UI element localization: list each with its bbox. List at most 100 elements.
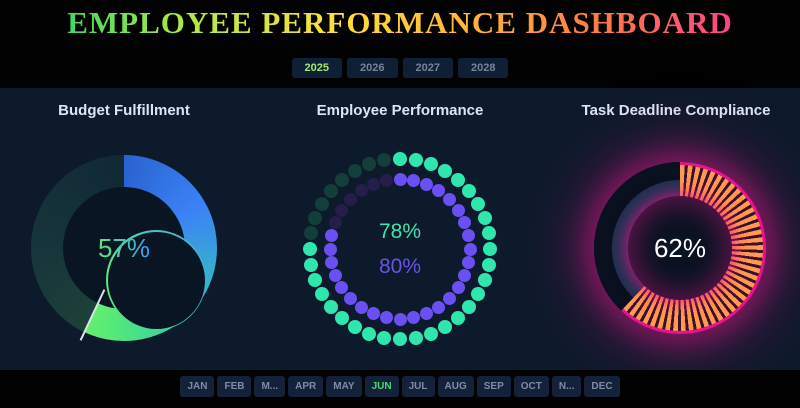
outer-ring-dot [308, 211, 323, 226]
month-tab-oct[interactable]: OCT [513, 376, 549, 397]
month-tab-may[interactable]: MAY [326, 376, 362, 397]
outer-ring-dot [461, 299, 476, 314]
month-tab-jul[interactable]: JUL [401, 376, 435, 397]
performance-dots-chart: 78% 80% [300, 149, 500, 349]
month-tab-n[interactable]: N... [551, 376, 582, 397]
month-tab-jan[interactable]: JAN [180, 376, 215, 397]
inner-ring-dot [393, 172, 407, 186]
month-tab-apr[interactable]: APR [288, 376, 324, 397]
month-tab-sep[interactable]: SEP [476, 376, 511, 397]
outer-ring-dot [481, 226, 496, 241]
inner-ring-dot [432, 300, 446, 314]
month-tab-aug[interactable]: AUG [437, 376, 474, 397]
month-tab-feb[interactable]: FEB [217, 376, 252, 397]
inner-ring-dot [432, 184, 446, 198]
inner-ring-dot [379, 311, 393, 325]
compliance-donut-hole: 62% [628, 196, 732, 300]
inner-ring-dot [328, 269, 342, 283]
charts-panel: Budget Fulfillment Employee Performance … [0, 88, 800, 370]
outer-ring-dot [377, 330, 392, 345]
inner-ring-dot [354, 184, 368, 198]
inner-ring-dot [458, 215, 472, 229]
compliance-chart-title: Task Deadline Compliance [581, 102, 771, 119]
outer-ring-dot [362, 326, 377, 341]
outer-ring-dot [393, 152, 407, 166]
outer-ring-dot [470, 197, 485, 211]
year-tab-2028[interactable]: 2028 [457, 58, 509, 78]
outer-ring-dot [408, 153, 423, 168]
budget-donut-inner-outline [106, 230, 206, 330]
budget-donut-hole: 57% [63, 187, 206, 330]
performance-inner-value-label: 80% [378, 254, 422, 278]
budget-chart-title: Budget Fulfillment [58, 102, 190, 119]
inner-ring-dot [324, 256, 338, 270]
outer-ring-dot [304, 257, 319, 272]
inner-ring-dot [344, 292, 357, 305]
inner-ring-dot [344, 193, 357, 206]
outer-ring-dot [438, 164, 452, 179]
outer-ring-dot [335, 173, 350, 188]
performance-chart-title: Employee Performance [316, 102, 484, 119]
inner-ring-dot [458, 269, 472, 283]
inner-ring-dot [443, 193, 456, 206]
inner-ring-dot [407, 173, 421, 187]
outer-ring-dot [362, 157, 377, 172]
outer-ring-dot [483, 242, 497, 256]
compliance-donut-chart: 62% [594, 162, 766, 334]
outer-ring-dot [315, 287, 330, 301]
outer-ring-dot [408, 330, 423, 345]
inner-ring-dot [420, 177, 434, 191]
outer-ring-dot [423, 157, 438, 172]
inner-ring-dot [463, 242, 477, 256]
year-tab-2025[interactable]: 2025 [291, 58, 343, 78]
inner-ring-dot [462, 256, 476, 270]
inner-ring-dot [324, 228, 338, 242]
inner-ring-dot [407, 311, 421, 325]
inner-ring-dot [462, 228, 476, 242]
outer-ring-dot [377, 153, 392, 168]
month-strip: JAN FEB M... APR MAY JUN JUL AUG SEP OCT N... DEC [0, 370, 800, 408]
compliance-value-label: 62% [653, 232, 707, 263]
outer-ring-dot [304, 226, 319, 241]
inner-ring-dot [323, 242, 337, 256]
inner-ring-dot [366, 177, 380, 191]
performance-outer-value-label: 78% [378, 219, 422, 243]
inner-ring-dot [335, 203, 349, 217]
outer-ring-dot [461, 184, 476, 199]
budget-donut-chart: 57% [31, 155, 217, 341]
inner-ring-dot [354, 300, 368, 314]
year-tab-bar: 2025 2026 2027 2028 [0, 58, 800, 78]
outer-ring-dot [477, 211, 492, 226]
inner-ring-dot [366, 307, 380, 321]
outer-ring-dot [450, 173, 465, 188]
month-tab-m[interactable]: M... [254, 376, 286, 397]
outer-ring-dot [481, 257, 496, 272]
inner-ring-dot [328, 215, 342, 229]
inner-ring-dot [335, 281, 349, 295]
outer-ring-dot [348, 319, 362, 334]
outer-ring-dot [477, 272, 492, 287]
outer-ring-dot [308, 272, 323, 287]
outer-ring-dot [470, 287, 485, 301]
performance-labels: 78% 80% [300, 149, 500, 349]
month-tab-dec[interactable]: DEC [584, 376, 620, 397]
inner-ring-dot [451, 203, 465, 217]
outer-ring-dot [303, 242, 317, 256]
inner-ring-dot [379, 173, 393, 187]
year-tab-2027[interactable]: 2027 [402, 58, 453, 78]
outer-ring-dot [393, 332, 407, 346]
inner-ring-dot [420, 307, 434, 321]
year-tab-2026[interactable]: 2026 [347, 58, 398, 78]
outer-ring-dot [315, 197, 330, 211]
outer-ring-dot [423, 326, 438, 341]
outer-ring-dot [438, 319, 452, 334]
outer-ring-dot [450, 310, 465, 325]
outer-ring-dot [324, 184, 339, 199]
month-tab-jun[interactable]: JUN [364, 376, 399, 397]
outer-ring-dot [324, 299, 339, 314]
inner-ring-dot [451, 281, 465, 295]
month-tab-bar: JAN FEB M... APR MAY JUN JUL AUG SEP OCT N... DEC [0, 376, 800, 397]
outer-ring-dot [335, 310, 350, 325]
page-title: EMPLOYEE PERFORMANCE DASHBOARD [0, 5, 800, 41]
